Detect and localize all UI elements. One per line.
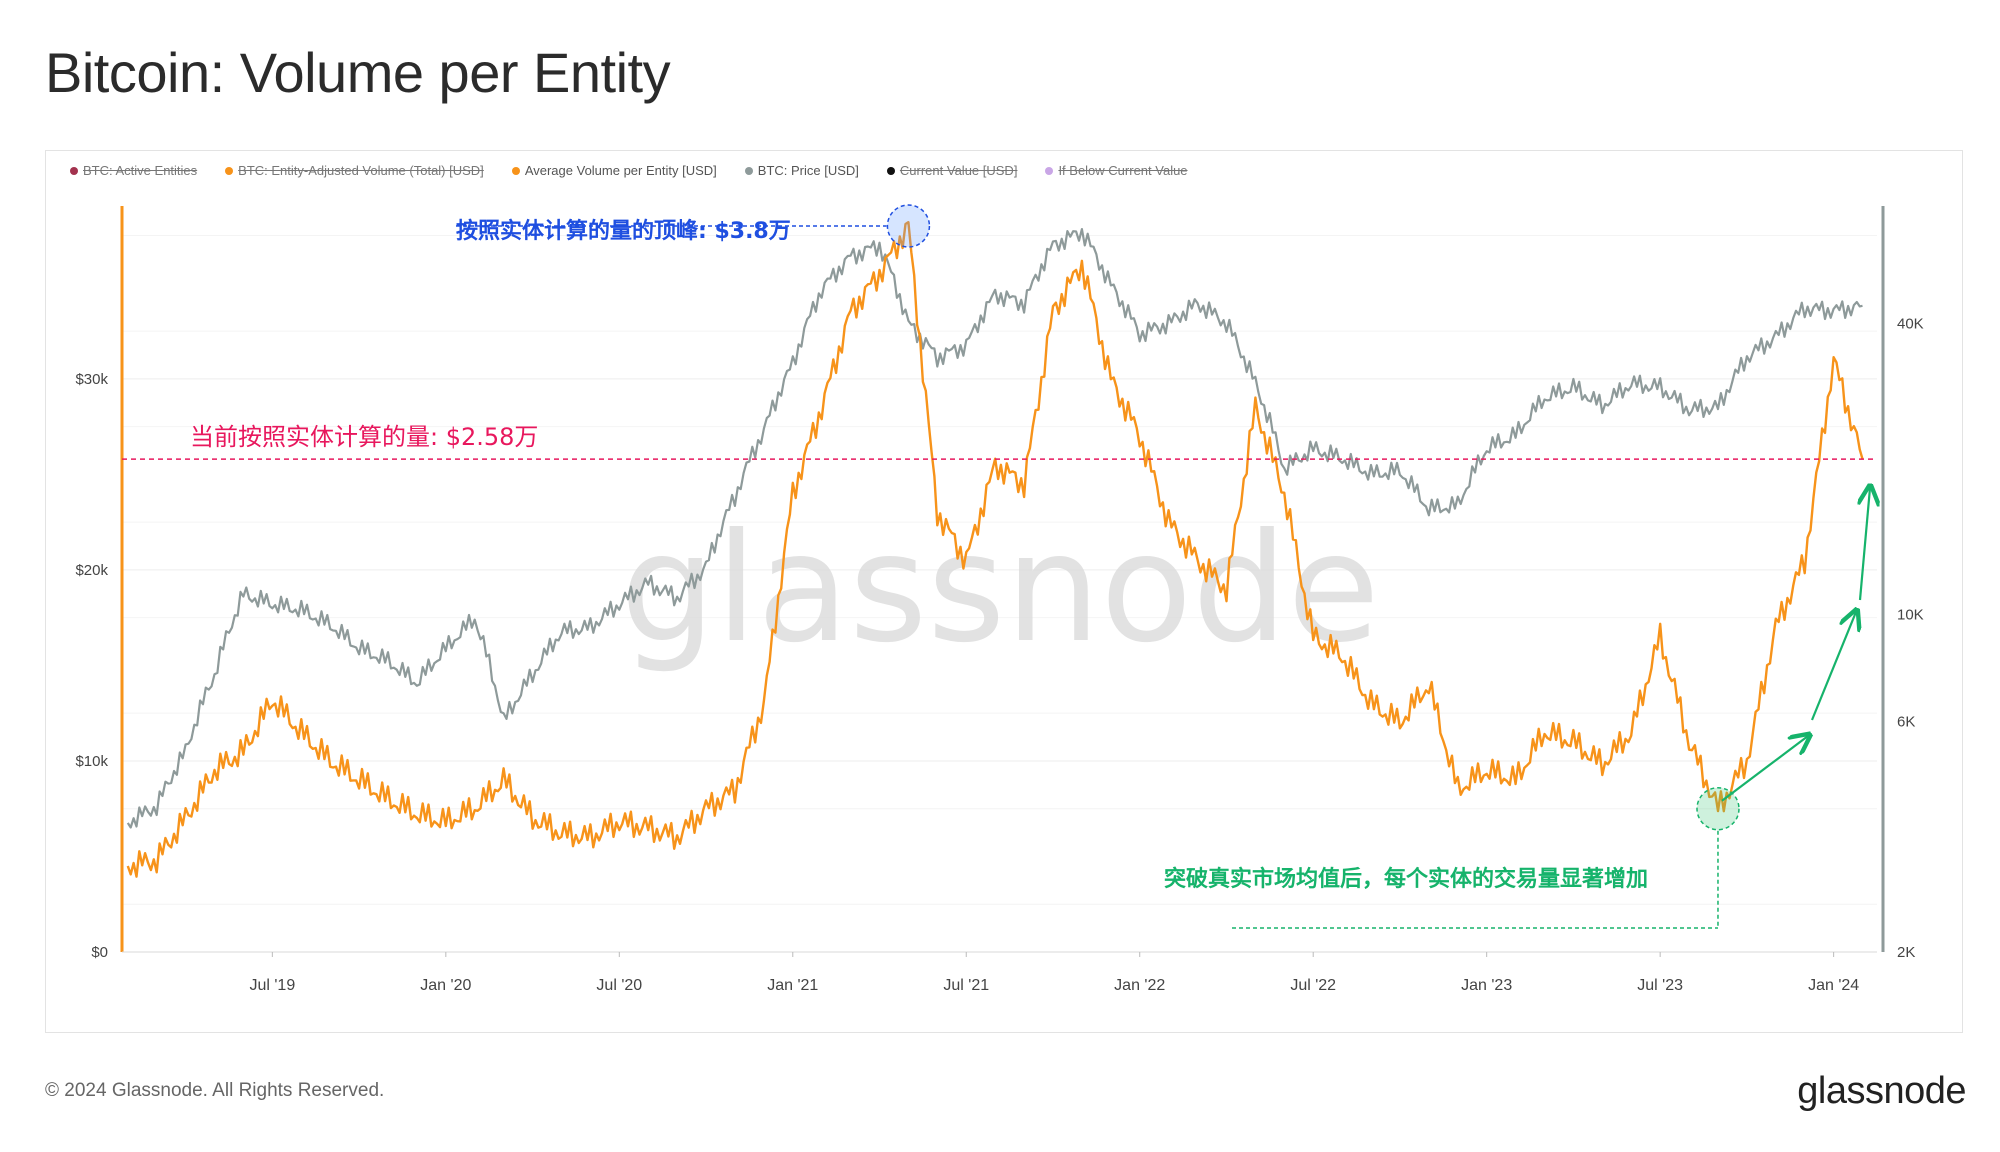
legend-dot (744, 166, 753, 175)
x-tick-label: Jan '21 (767, 977, 818, 994)
price-line (126, 228, 1863, 829)
y-right-tick-label: 6K (1897, 713, 1915, 730)
current-value-annotation: 当前按照实体计算的量: $2.58万 (190, 423, 538, 451)
y-right-tick-label: 40K (1897, 315, 1924, 332)
trend-arrow (1810, 612, 1856, 721)
legend-label: BTC: Entity-Adjusted Volume (Total) [USD… (238, 163, 484, 178)
chart-legend: BTC: Active Entities BTC: Entity-Adjuste… (70, 163, 1188, 178)
y-left-tick-label: $30k (75, 371, 108, 388)
page-title: Bitcoin: Volume per Entity (45, 41, 671, 104)
legend-item-active-entities[interactable]: BTC: Active Entities (70, 163, 197, 178)
peak-marker (886, 204, 931, 248)
x-tick-label: Jul '20 (596, 977, 642, 994)
y-left-tick-label: $0 (91, 944, 108, 961)
breakout-marker (1696, 786, 1740, 831)
x-tick-label: Jul '22 (1290, 977, 1336, 994)
x-tick-label: Jul '23 (1637, 977, 1683, 994)
legend-item-btc-price[interactable]: BTC: Price [USD] (744, 163, 859, 178)
x-tick-label: Jan '23 (1461, 977, 1512, 994)
legend-dot (886, 166, 895, 175)
legend-dot (225, 166, 234, 175)
x-tick-label: Jan '24 (1808, 977, 1859, 994)
chart-panel (45, 150, 1963, 1033)
legend-label: Current Value [USD] (899, 163, 1018, 178)
y-right-tick-label: 10K (1897, 606, 1924, 623)
watermark-text: glassnode (620, 502, 1379, 676)
breakout-annotation: 突破真实市场均值后，每个实体的交易量显著增加 (1164, 866, 1648, 892)
legend-dot (70, 166, 78, 175)
legend-dot (1045, 166, 1054, 175)
legend-item-below-current[interactable]: If Below Current Value (1045, 163, 1188, 178)
legend-dot (511, 166, 520, 175)
x-tick-label: Jul '21 (943, 977, 989, 994)
legend-label: Average Volume per Entity [USD] (524, 163, 717, 178)
copyright: © 2024 Glassnode. All Rights Reserved. (45, 1080, 385, 1101)
legend-label: BTC: Active Entities (83, 163, 198, 178)
trend-arrow (1860, 488, 1870, 601)
x-tick-label: Jan '22 (1114, 977, 1165, 994)
y-left-tick-label: $10k (75, 753, 108, 770)
x-tick-label: Jan '20 (420, 977, 471, 994)
legend-item-current-value[interactable]: Current Value [USD] (886, 163, 1018, 178)
y-right-tick-label: 2K (1897, 944, 1915, 961)
legend-label: BTC: Price [USD] (757, 163, 859, 178)
x-tick-label: Jul '19 (249, 977, 295, 994)
legend-item-average-volume[interactable]: Average Volume per Entity [USD] (511, 163, 717, 178)
peak-annotation: 按照实体计算的量的顶峰: $3.8万 (456, 218, 791, 244)
y-left-tick-label: $20k (75, 562, 108, 579)
legend-item-entity-volume[interactable]: BTC: Entity-Adjusted Volume (Total) [USD… (225, 163, 484, 178)
brand-logo: glassnode (1797, 1070, 1966, 1112)
legend-label: If Below Current Value (1058, 163, 1188, 178)
trend-arrow (1721, 736, 1808, 802)
